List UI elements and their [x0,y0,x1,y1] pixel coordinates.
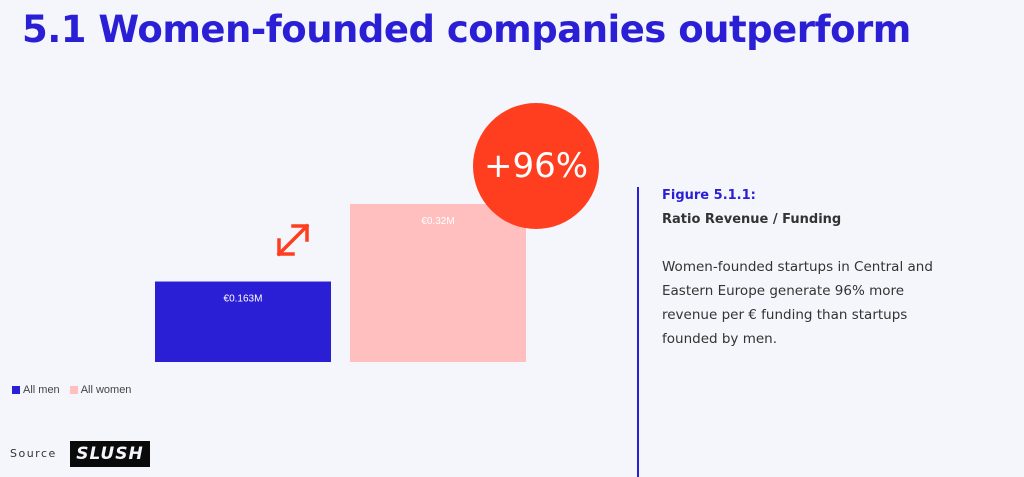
legend-item-men: All men [12,384,60,396]
bar-all-women [350,204,526,362]
legend-label-men: All men [23,384,60,396]
percentage-badge: +96% [473,103,599,229]
slush-logo: SLUSH [70,441,150,467]
slush-logo-text: SLUSH [76,444,144,464]
source-label: Source [10,447,57,460]
legend-swatch-men [12,386,20,394]
figure-title: Ratio Revenue / Funding [662,212,842,227]
figure-description: Women-founded startups in Central and Ea… [662,259,933,347]
legend-swatch-women [69,386,78,394]
bar-value-label: €0.32M [421,216,454,227]
bar-chart: €0.163M €0.32M [155,204,526,362]
bar-value-label: €0.163M [224,294,263,305]
legend-label-women: All women [80,384,132,396]
double-arrow-icon [276,223,310,257]
bar-all-men [155,281,331,362]
legend-item-women: All women [69,384,132,396]
page-title: 5.1 Women-founded companies outperform [22,8,911,51]
vertical-divider [637,187,639,477]
chart-legend: All men All women [12,384,131,396]
figure-label: Figure 5.1.1: [662,188,756,203]
